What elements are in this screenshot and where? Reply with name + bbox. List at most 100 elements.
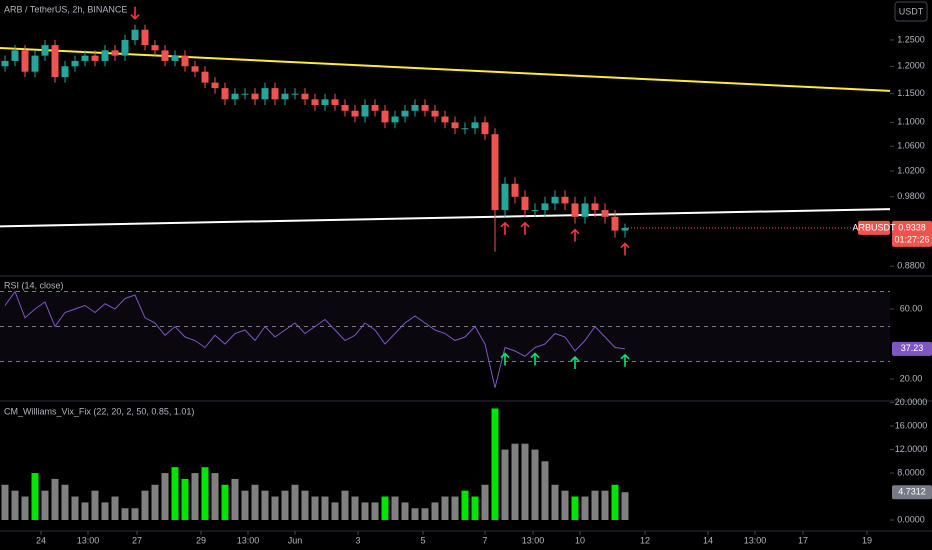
x-tick-label: 14 — [703, 535, 713, 545]
vix-bar — [481, 484, 489, 521]
candle-body — [501, 183, 509, 211]
rsi-title: RSI (14, close) — [4, 280, 64, 290]
vix-bar — [451, 496, 459, 521]
buy-signal — [570, 228, 580, 242]
candle-body — [241, 93, 249, 95]
y-tick-label: 20.00 — [900, 373, 923, 383]
vix-bar — [271, 496, 279, 521]
candle-body — [431, 110, 439, 117]
vix-value-label-bg — [892, 485, 932, 500]
currency-label[interactable]: USDT — [899, 6, 924, 16]
vix-bar — [11, 490, 19, 521]
candle-body — [361, 105, 369, 117]
candle-body — [261, 88, 269, 100]
trend-line — [0, 208, 891, 228]
countdown-label: 01:27:26 — [894, 234, 929, 244]
vix-bar — [551, 484, 559, 521]
rsi-band — [0, 291, 890, 362]
candle-body — [31, 55, 39, 72]
candle-body — [491, 134, 499, 211]
vix-bar — [611, 484, 619, 521]
candle-body — [331, 99, 339, 106]
vix-bar — [231, 478, 239, 521]
x-tick-label: 12 — [640, 535, 650, 545]
rsi-value-label-bg — [892, 341, 932, 356]
vix-bar — [51, 478, 59, 521]
vix-bar — [121, 508, 129, 521]
vix-bar — [91, 490, 99, 521]
x-tick-label: Jun — [288, 535, 303, 545]
candle-body — [281, 93, 289, 100]
trend-line — [0, 46, 891, 92]
buy-signal — [520, 221, 530, 235]
candle-body — [141, 29, 149, 46]
candle-body — [221, 88, 229, 100]
candle-body — [541, 203, 549, 211]
vix-bar — [571, 496, 579, 521]
candle-body — [411, 105, 419, 111]
candle-body — [121, 39, 129, 56]
vix-bar — [41, 490, 49, 521]
vix-bar — [131, 508, 139, 521]
x-tick-label: 24 — [36, 535, 46, 545]
x-tick-label: 29 — [196, 535, 206, 545]
rsi-value-label: 37.23 — [901, 343, 924, 353]
vix-bar — [471, 496, 479, 521]
y-tick-label: 1.0200 — [897, 165, 925, 175]
vix-bar — [1, 484, 9, 521]
candle-body — [591, 203, 599, 211]
candle-body — [271, 88, 279, 100]
vix-bar — [431, 502, 439, 521]
y-tick-label: 1.2500 — [897, 34, 925, 44]
candle-body — [531, 210, 539, 212]
vix-bar — [281, 490, 289, 521]
candle-body — [341, 105, 349, 111]
rsi-signal — [530, 352, 540, 366]
vix-bar — [221, 484, 229, 521]
symbol-tag: ARBUSDT — [852, 222, 896, 232]
vix-bar — [371, 502, 379, 521]
candle-body — [101, 50, 109, 61]
candle-body — [611, 216, 619, 231]
vix-bar — [381, 496, 389, 521]
vix-bar — [621, 492, 629, 521]
vix-bar — [601, 490, 609, 521]
rsi-line — [4, 290, 626, 388]
candle-body — [551, 196, 559, 204]
y-tick-label: 8.0000 — [897, 467, 925, 477]
last-price-label: 0.9338 — [898, 222, 926, 232]
vix-bar — [311, 496, 319, 521]
rsi-signal — [620, 353, 630, 367]
symbol-tag-bg — [858, 220, 890, 235]
vix-bar — [161, 473, 169, 521]
candle-body — [481, 122, 489, 135]
candle-body — [1, 60, 9, 67]
x-tick-label: 3 — [355, 535, 360, 545]
candle-body — [421, 105, 429, 111]
vix-bar — [61, 484, 69, 521]
vix-bar — [71, 496, 79, 521]
rsi-signal — [500, 352, 510, 366]
candle-body — [91, 55, 99, 61]
vix-bar — [301, 490, 309, 521]
candle-body — [131, 29, 139, 40]
vix-bar — [241, 490, 249, 521]
candle-body — [521, 196, 529, 211]
candle-body — [601, 210, 609, 217]
currency-button[interactable] — [894, 1, 928, 22]
chart-title: ARB / TetherUS, 2h, BINANCE — [4, 4, 127, 14]
last-price-label-bg — [892, 220, 932, 235]
vix-bar — [351, 496, 359, 521]
y-tick-label: 1.1000 — [897, 117, 925, 127]
candle-body — [441, 116, 449, 123]
y-tick-label: 0.8800 — [897, 261, 925, 271]
vix-bar — [181, 478, 189, 521]
candle-body — [21, 50, 29, 72]
vix-bar — [261, 490, 269, 521]
vix-bar — [321, 496, 329, 521]
x-tick-label: 13:00 — [744, 535, 767, 545]
y-tick-label: 1.0600 — [897, 141, 925, 151]
vix-value-label: 4.7312 — [898, 487, 926, 497]
vix-bar — [591, 490, 599, 521]
x-tick-label: 7 — [482, 535, 487, 545]
